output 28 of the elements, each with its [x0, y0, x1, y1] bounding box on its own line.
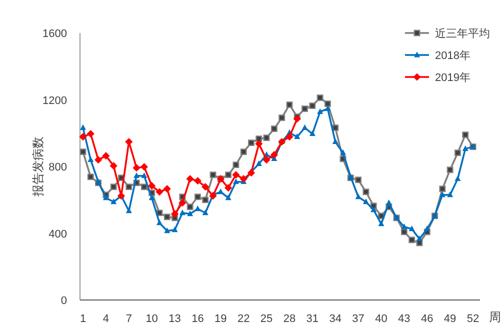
legend-label: 2019年 — [435, 72, 470, 84]
x-tick-label: 28 — [283, 313, 296, 325]
x-tick-label: 16 — [192, 313, 204, 325]
x-tick-label: 22 — [237, 313, 250, 325]
y-tick-label: 800 — [48, 162, 67, 174]
x-tick-label: 25 — [260, 313, 273, 325]
x-axis-title: 周 — [489, 310, 501, 324]
x-tick-label: 31 — [306, 313, 319, 325]
legend-label: 2018年 — [435, 50, 470, 62]
x-tick-label: 37 — [352, 313, 364, 325]
x-tick-label: 49 — [444, 313, 456, 325]
x-tick-label: 40 — [375, 313, 388, 325]
x-tick-label: 19 — [214, 313, 227, 325]
x-tick-label: 13 — [168, 313, 181, 325]
x-tick-label: 34 — [329, 313, 342, 325]
x-tick-label: 52 — [466, 313, 480, 325]
y-tick-label: 400 — [48, 228, 67, 240]
y-tick-label: 1200 — [42, 94, 67, 107]
y-tick-label: 1600 — [42, 28, 67, 40]
y-tick-label: 0 — [60, 295, 67, 307]
x-tick-label: 46 — [420, 313, 434, 325]
legend-label: 近三年平均 — [435, 27, 490, 40]
x-tick-label: 43 — [398, 313, 410, 325]
y-axis-title: 报告发病数 — [31, 136, 45, 198]
x-tick-label: 10 — [146, 313, 158, 325]
x-tick-label: 1 — [80, 313, 86, 325]
x-tick-label: 7 — [126, 313, 132, 325]
x-tick-label: 4 — [102, 313, 110, 325]
